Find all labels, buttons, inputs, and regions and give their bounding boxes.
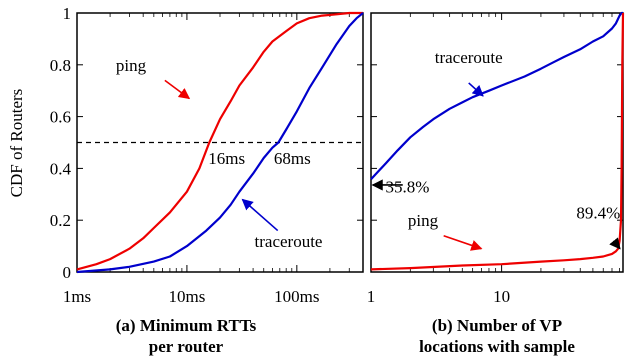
panel-a-annotation-label: ping: [116, 56, 147, 75]
y-tick-label: 0.6: [50, 108, 71, 127]
y-tick-label: 0: [63, 263, 72, 282]
panel-a-caption-line1: (a) Minimum RTTs: [116, 316, 257, 335]
panel-b-traceroute-line: [370, 11, 623, 181]
x-tick-label: 10ms: [168, 287, 205, 306]
panel-a-ping-line: [76, 11, 363, 271]
y-tick-label: 0.4: [50, 159, 72, 178]
y-tick-label: 0.2: [50, 211, 71, 230]
panel-b-ping-line: [370, 12, 625, 271]
panel-a-annotation-label: traceroute: [255, 232, 323, 251]
panel-b-annotation-label: 89.4%: [576, 203, 620, 222]
x-tick-label: 1ms: [63, 287, 91, 306]
panel-a-min-rtt: 0 0.2 0.4 0.6 0.8 1 1ms 10ms 100ms ping traceroute…: [50, 4, 364, 306]
panel-b-annotation-label: 35.8%: [385, 178, 429, 197]
panel-b-annotation-arrow: [609, 237, 621, 250]
panel-b-annotation-label: ping: [408, 211, 439, 230]
panel-b-caption-line2: locations with sample: [419, 337, 575, 356]
panel-b-annotation-arrow: [443, 234, 483, 251]
panel-b-annotation-arrow: [468, 82, 484, 97]
panel-b-caption-line1: (b) Number of VP: [432, 316, 562, 335]
panel-b-annotation-label: traceroute: [435, 48, 503, 67]
y-tick-label: 1: [63, 4, 72, 23]
panel-a-annotation-arrow: [164, 79, 191, 100]
panel-a-annotation-label: 68ms: [274, 149, 311, 168]
y-tick-label: 0.8: [50, 56, 71, 75]
y-axis-label: CDF of Routers: [7, 89, 26, 198]
x-tick-label: 100ms: [274, 287, 319, 306]
panel-a-annotation-arrow: [241, 198, 279, 232]
x-tick-label: 1: [367, 287, 376, 306]
panel-b-vp-locations: 1 10 traceroute 35.8% ping 89.4%: [367, 11, 625, 306]
panel-a-traceroute-line: [76, 12, 364, 274]
x-tick-label: 10: [493, 287, 510, 306]
panel-a-annotation-label: 16ms: [208, 149, 245, 168]
panel-b-frame: [370, 12, 624, 273]
panel-a-caption-line2: per router: [149, 337, 224, 356]
